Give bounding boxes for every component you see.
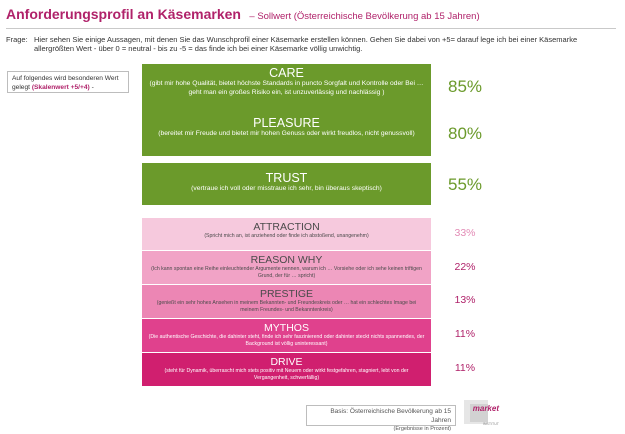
bar-title: CARE: [269, 66, 304, 80]
question-label: Frage:: [6, 35, 28, 44]
bar-pleasure: PLEASURE (bereitet mir Freude und bietet…: [142, 114, 431, 156]
side-note-highlight: (Skalenwert +5/+4): [31, 84, 90, 91]
side-note: Auf folgendes wird besonderen Wert geleg…: [7, 71, 129, 93]
question-text: Hier sehen Sie einige Aussagen, mit dene…: [34, 35, 578, 53]
bar-title: PLEASURE: [253, 116, 320, 130]
bar-attraction: ATTRACTION (Spricht mich an, ist anziehe…: [142, 218, 431, 250]
page-subtitle: – Sollwert (Österreichische Bevölkerung …: [249, 11, 480, 22]
pct-drive: 11%: [454, 362, 476, 374]
bar-care: CARE (gibt mir hohe Qualität, bietet höc…: [142, 64, 431, 115]
bar-trust: TRUST (vertraue ich voll oder misstraue …: [142, 163, 431, 205]
bar-title: MYTHOS: [264, 322, 309, 334]
bar-reason-why: REASON WHY (Ich kann spontan eine Reihe …: [142, 251, 431, 284]
pct-trust: 55%: [447, 175, 483, 194]
bar-title: REASON WHY: [250, 254, 323, 266]
footer-basis: Basis: Österreichische Bevölkerung ab 15…: [330, 408, 451, 424]
bar-prestige: PRESTIGE (genießt ein sehr hohes Ansehen…: [142, 285, 431, 318]
footer-note: (Ergebnisse in Prozent): [393, 426, 451, 432]
title-divider: [6, 28, 616, 29]
footer-box: Basis: Österreichische Bevölkerung ab 15…: [306, 405, 456, 432]
bar-drive: DRIVE (steht für Dynamik, überrascht mic…: [142, 353, 431, 386]
bar-description: (Ich kann spontan eine Reihe einleuchten…: [151, 266, 422, 279]
pct-reason-why: 22%: [454, 261, 476, 273]
pct-attraction: 33%: [454, 227, 476, 239]
bar-description: (steht für Dynamik, überrascht mich stet…: [164, 368, 409, 381]
title-row: Anforderungsprofil an Käsemarken – Sollw…: [6, 6, 480, 24]
bar-mythos: MYTHOS (Die authentische Geschichte, die…: [142, 319, 431, 352]
pct-mythos: 11%: [454, 328, 476, 340]
bar-title: PRESTIGE: [259, 288, 314, 300]
bar-title: TRUST: [265, 171, 308, 185]
page-title: Anforderungsprofil an Käsemarken: [6, 6, 241, 22]
logo-sub: INSTITUT: [483, 422, 500, 426]
bar-description: (bereitet mir Freude und bietet mir hohe…: [158, 130, 415, 137]
bar-description: (gibt mir hohe Qualität, bietet höchste …: [149, 80, 424, 96]
logo-word: market: [473, 404, 500, 413]
bar-title: DRIVE: [270, 356, 303, 368]
bar-description: (vertraue ich voll oder misstraue ich se…: [191, 185, 382, 192]
market-institut-logo: market INSTITUT: [464, 400, 500, 426]
bar-title: ATTRACTION: [253, 221, 320, 233]
pct-pleasure: 80%: [447, 124, 483, 143]
side-note-suffix: -: [91, 84, 94, 91]
bar-description: (genießt ein sehr hohes Ansehen in meine…: [156, 300, 417, 313]
pct-prestige: 13%: [454, 294, 476, 306]
bar-description: (Spricht mich an, ist anziehend oder fin…: [204, 233, 369, 239]
bar-description: (Die authentische Geschichte, die dahint…: [148, 334, 425, 347]
side-note-text: Auf folgendes wird besonderen Wert geleg…: [12, 75, 119, 91]
pct-care: 85%: [447, 77, 483, 96]
